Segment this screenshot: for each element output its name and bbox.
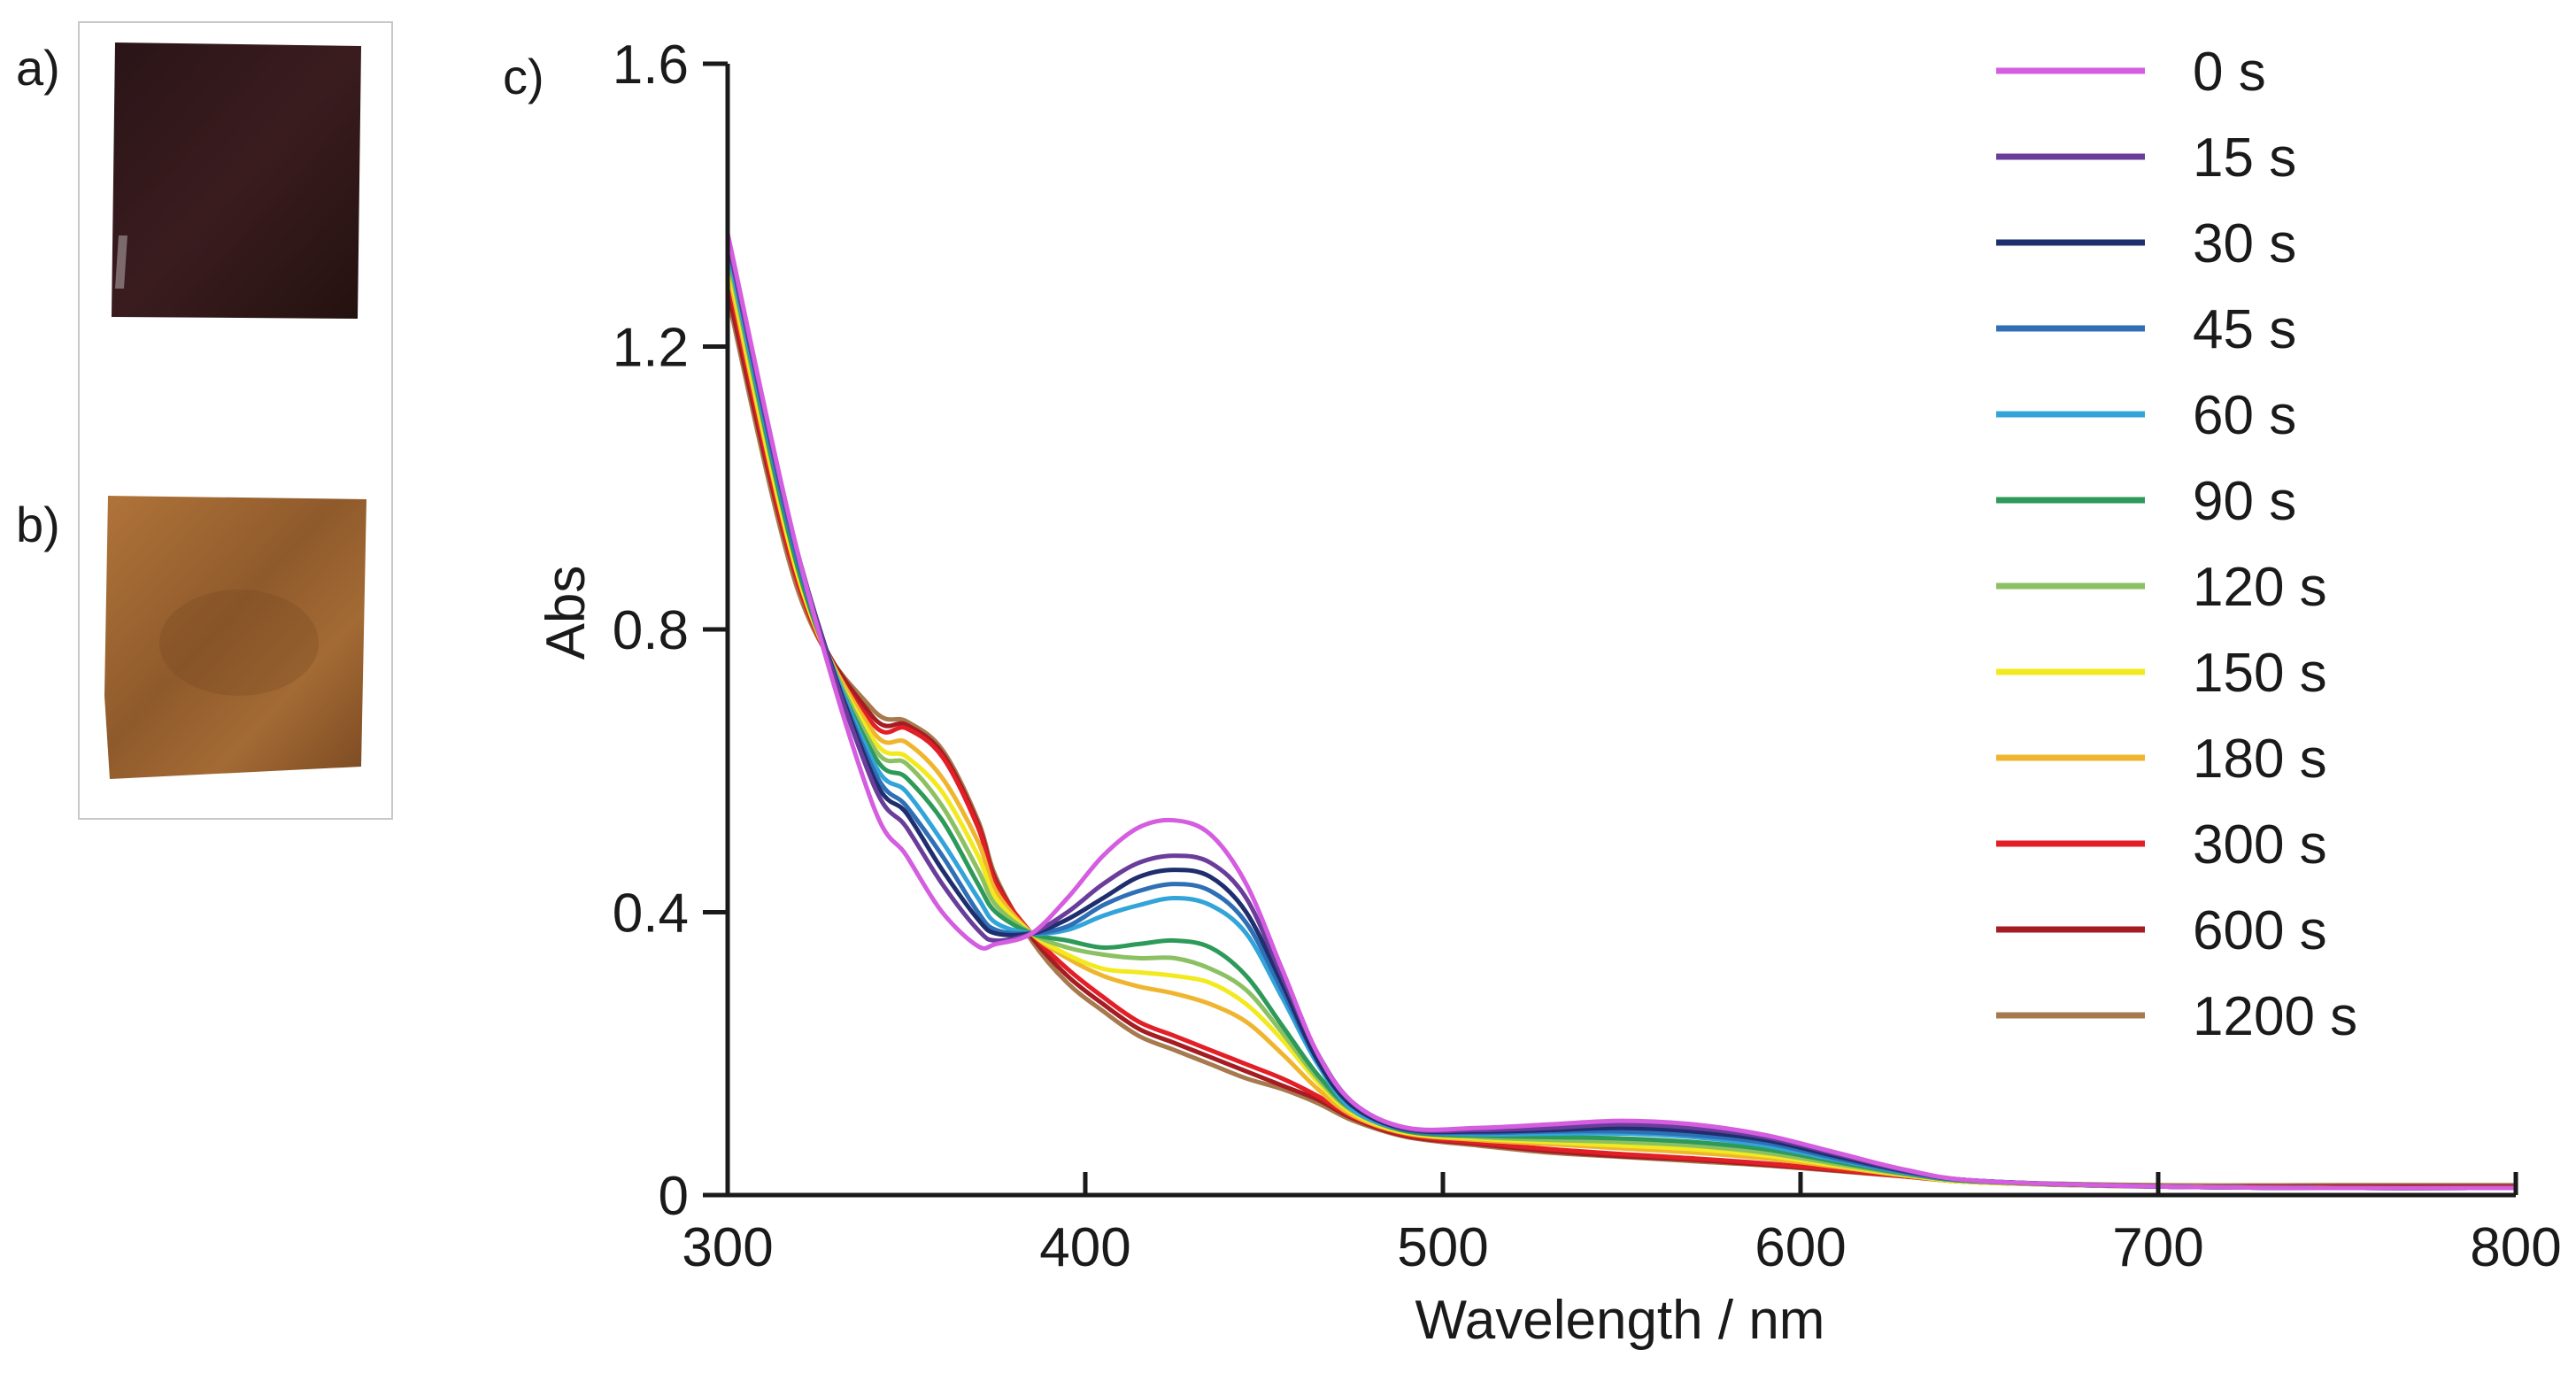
x-tick-label: 500 xyxy=(1397,1217,1488,1278)
panel-b-label: b) xyxy=(16,497,60,552)
series-layer xyxy=(725,231,2518,1191)
x-tick-label: 400 xyxy=(1039,1217,1130,1278)
y-tick-label: 0.4 xyxy=(613,883,689,945)
y-tick-label: 0.8 xyxy=(613,600,689,661)
sample-b-film xyxy=(104,496,366,779)
panel-a-label: a) xyxy=(16,40,60,96)
x-tick-label: 800 xyxy=(2470,1217,2561,1278)
legend-label: 0 s xyxy=(2193,42,2266,103)
series-line-180s xyxy=(725,266,2518,1191)
series-line-600s xyxy=(725,288,2518,1190)
series-line-1200s xyxy=(725,295,2518,1188)
series-line-30s xyxy=(725,238,2518,1191)
series-line-15s xyxy=(725,238,2518,1191)
x-tick-label: 600 xyxy=(1755,1217,1846,1278)
legend-label: 30 s xyxy=(2193,213,2296,274)
legend-label: 120 s xyxy=(2193,557,2327,618)
y-axis-title: Abs xyxy=(536,566,597,660)
y-tick-label: 1.2 xyxy=(613,318,689,379)
series-line-0s xyxy=(725,231,2518,1191)
series-line-300s xyxy=(725,274,2518,1191)
sample-a-highlight xyxy=(115,235,127,289)
legend-label: 90 s xyxy=(2193,471,2296,532)
sample-photos xyxy=(104,42,366,779)
x-tick-label: 300 xyxy=(682,1217,773,1278)
series-line-90s xyxy=(725,245,2518,1191)
legend-label: 150 s xyxy=(2193,643,2327,704)
sample-b-texture xyxy=(159,590,319,696)
legend-label: 1200 s xyxy=(2193,986,2357,1047)
y-tick-label: 1.6 xyxy=(613,35,689,96)
x-axis-title: Wavelength / nm xyxy=(1415,1290,1825,1351)
series-line-120s xyxy=(725,252,2518,1191)
sample-a-film xyxy=(112,42,361,319)
axes-layer: 0 0.4 0.8 1.2 1.6 300 400 500 600 700 800 xyxy=(613,35,2562,1278)
series-line-60s xyxy=(725,245,2518,1191)
sample-photo-frame xyxy=(78,21,393,820)
legend-label: 60 s xyxy=(2193,385,2296,446)
y-tick-label: 0 xyxy=(659,1166,689,1227)
legend: 0 s 15 s 30 s 45 s 60 s 90 s 120 s 150 s 180 s 30… xyxy=(1996,42,2357,1047)
legend-label: 45 s xyxy=(2193,299,2296,360)
legend-label: 15 s xyxy=(2193,127,2296,189)
x-tick-label: 700 xyxy=(2112,1217,2203,1278)
series-line-150s xyxy=(725,259,2518,1191)
legend-label: 600 s xyxy=(2193,900,2327,961)
legend-label: 180 s xyxy=(2193,729,2327,790)
panel-c-label: c) xyxy=(503,49,544,104)
series-line-45s xyxy=(725,238,2518,1191)
legend-label: 300 s xyxy=(2193,814,2327,875)
